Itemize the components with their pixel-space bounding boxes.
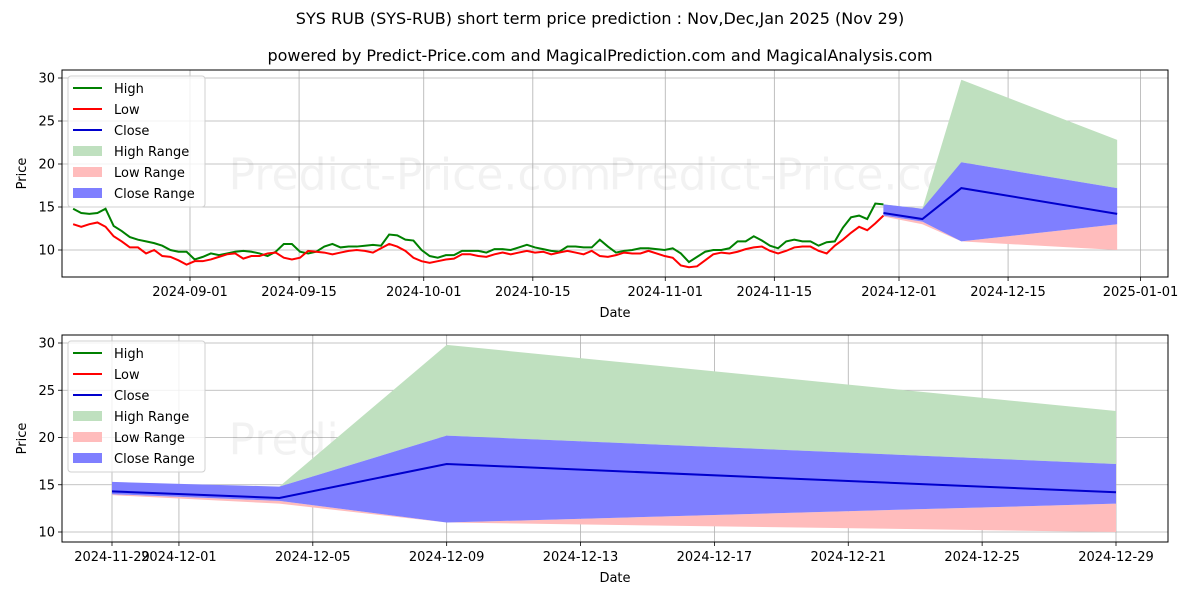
- x-tick-label: 2024-12-15: [970, 285, 1046, 300]
- x-tick-label: 2024-12-29: [1078, 550, 1154, 565]
- legend-swatch-low-range: [73, 167, 102, 177]
- legend-label-high: High: [114, 347, 144, 362]
- legend-box: [67, 75, 206, 208]
- y-tick-label: 10: [38, 526, 55, 541]
- y-tick-label: 15: [38, 201, 55, 216]
- x-tick-label: 2024-12-01: [861, 285, 937, 300]
- legend-label-low: Low: [114, 103, 140, 118]
- legend-label-close: Close: [114, 389, 149, 404]
- y-tick-label: 20: [38, 158, 55, 173]
- x-axis-label: Date: [599, 571, 630, 586]
- low-line: [72, 214, 885, 269]
- x-tick-label: 2024-11-29: [74, 550, 150, 565]
- legend-swatch-high-range: [73, 411, 102, 421]
- watermark: Predict-Price.com: [229, 150, 612, 201]
- x-tick-label: 2024-10-15: [495, 285, 571, 300]
- legend: High Low Close High Range Low Range Close Ran…: [67, 75, 206, 208]
- legend-label-high: High: [114, 82, 144, 97]
- x-tick-label: 2024-12-09: [409, 550, 485, 565]
- axes-frame: [61, 69, 1169, 278]
- x-tick-label: 2024-12-05: [275, 550, 351, 565]
- y-tick-label: 25: [38, 384, 55, 399]
- top-plot: 10 15 20 25 30 2024-09-01 2024-09-15 2024-10-01…: [15, 69, 1179, 321]
- low-range-band: [112, 494, 1116, 532]
- close-range-band: [883, 162, 1118, 242]
- close-range-band: [112, 435, 1116, 523]
- legend-swatch-close-range: [73, 453, 102, 463]
- high-range-band: [112, 344, 1116, 487]
- y-tick-label: 30: [38, 337, 55, 352]
- high-range-band: [883, 79, 1118, 220]
- x-tick-label: 2025-01-01: [1103, 285, 1179, 300]
- legend-swatch-high-range: [73, 146, 102, 156]
- legend-swatch-low-range: [73, 432, 102, 442]
- x-tick-label: 2024-09-01: [152, 285, 228, 300]
- legend-label-close-range: Close Range: [114, 452, 195, 467]
- x-tick-label: 2024-09-15: [261, 285, 337, 300]
- close-line: [883, 187, 1118, 221]
- y-axis-label: Price: [15, 423, 30, 455]
- y-tick-label: 25: [38, 115, 55, 130]
- y-tick-label: 10: [38, 244, 55, 259]
- legend-label-close-range: Close Range: [114, 187, 195, 202]
- x-tick-label: 2024-12-21: [810, 550, 886, 565]
- x-tick-label: 2024-12-25: [944, 550, 1020, 565]
- legend: High Low Close High Range Low Range Close Ran…: [67, 340, 206, 473]
- high-line: [72, 202, 884, 264]
- legend-swatch-close-range: [73, 188, 102, 198]
- close-line: [111, 462, 1117, 499]
- legend-label-close: Close: [114, 124, 149, 139]
- y-tick-label: 30: [38, 72, 55, 87]
- plot-area: [111, 344, 1117, 532]
- x-tick-label: 2024-11-15: [737, 285, 813, 300]
- x-tick-label: 2024-12-17: [677, 550, 753, 565]
- legend-box: [67, 340, 206, 473]
- legend-label-low-range: Low Range: [114, 166, 185, 181]
- legend-label-low: Low: [114, 368, 140, 383]
- x-tick-label: 2024-11-01: [627, 285, 703, 300]
- x-tick-label: 2024-10-01: [386, 285, 462, 300]
- legend-label-high-range: High Range: [114, 410, 189, 425]
- low-range-band: [883, 215, 1118, 250]
- chart-subtitle: powered by Predict-Price.com and Magical…: [267, 46, 933, 65]
- y-tick-label: 15: [38, 478, 55, 493]
- legend-label-high-range: High Range: [114, 145, 189, 160]
- chart-title: SYS RUB (SYS-RUB) short term price predi…: [295, 9, 905, 28]
- x-tick-label: 2024-12-01: [141, 550, 217, 565]
- x-tick-label: 2024-12-13: [543, 550, 619, 565]
- y-tick-label: 20: [38, 431, 55, 446]
- y-axis-label: Price: [15, 158, 30, 190]
- plot-area: [72, 79, 1118, 269]
- axes-frame: [61, 334, 1169, 543]
- legend-label-low-range: Low Range: [114, 431, 185, 446]
- x-axis-label: Date: [599, 306, 630, 321]
